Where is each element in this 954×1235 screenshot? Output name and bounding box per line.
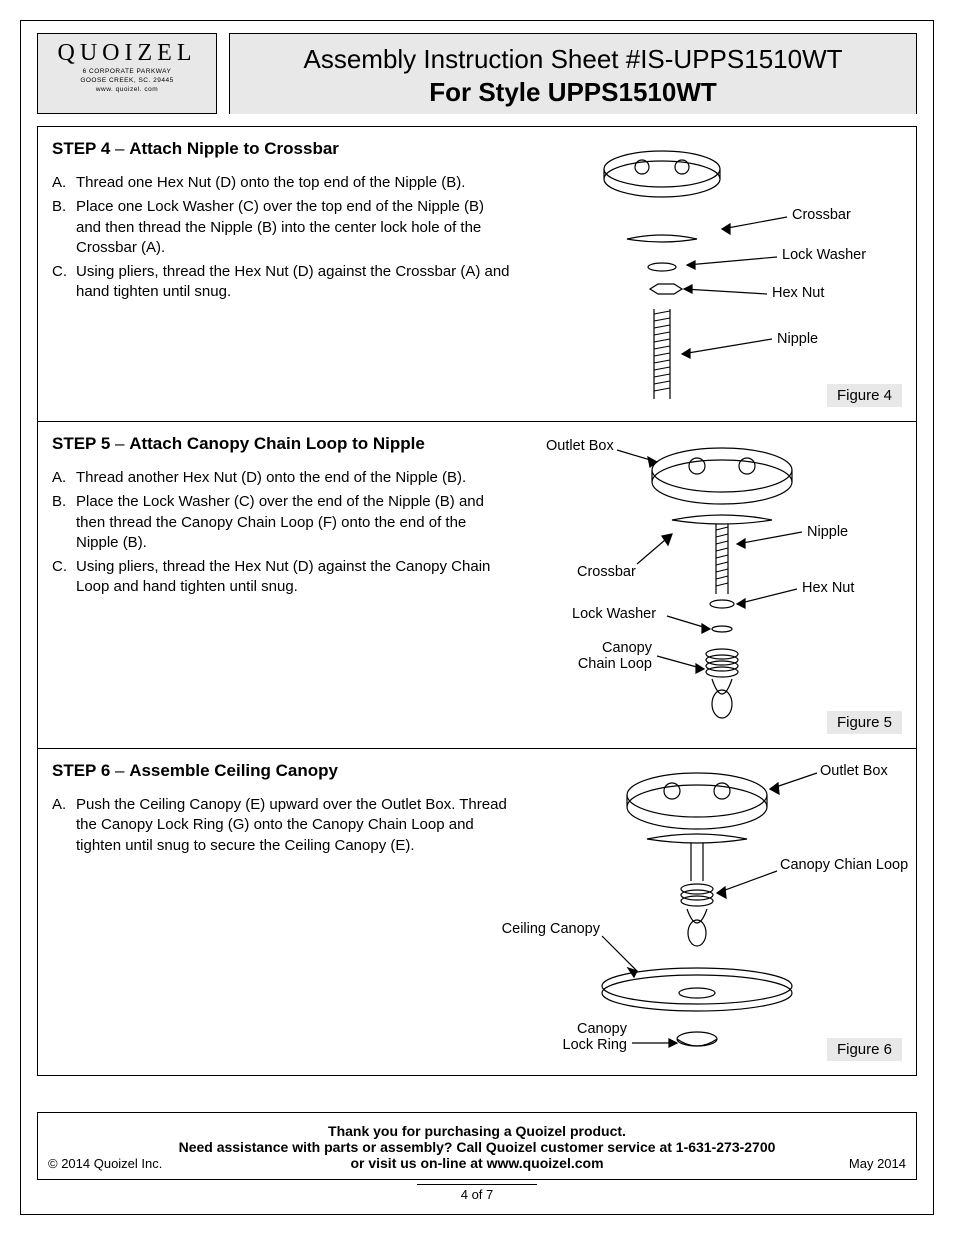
step-5-prefix: STEP 5 [52,434,110,453]
item-text: Push the Ceiling Canopy (E) upward over … [76,795,512,856]
item-text: Place one Lock Washer (C) over the top e… [76,197,512,258]
step-4-figure: Crossbar Lock Washer Hex Nut Nipple Figu… [522,139,902,407]
logo-addr-2: GOOSE CREEK, SC. 29445 [52,77,202,85]
figure-6-svg [522,761,902,1061]
logo-addr-3: www. quoizel. com [52,86,202,94]
title-line-1: Assembly Instruction Sheet #IS-UPPS1510W… [238,44,908,75]
header-row: QUOIZEL 6 CORPORATE PARKWAY GOOSE CREEK,… [21,21,933,114]
footer-box: Thank you for purchasing a Quoizel produ… [37,1112,917,1180]
step-5: STEP 5 – Attach Canopy Chain Loop to Nip… [38,422,916,749]
footer-copyright: © 2014 Quoizel Inc. [48,1156,162,1171]
callout-canopy-1: Canopy [582,640,652,656]
marker: A. [52,173,76,193]
figure-6-label: Figure 6 [827,1038,902,1061]
step-4-prefix: STEP 4 [52,139,110,158]
title-box: Assembly Instruction Sheet #IS-UPPS1510W… [229,33,917,114]
figure-4-label: Figure 4 [827,384,902,407]
steps-container: STEP 4 – Attach Nipple to Crossbar A.Thr… [37,126,917,1076]
step-6-text: STEP 6 – Assemble Ceiling Canopy A.Push … [52,761,512,1061]
list-item: C.Using pliers, thread the Hex Nut (D) a… [52,557,512,598]
item-text: Thread one Hex Nut (D) onto the top end … [76,173,465,193]
footer-thanks: Thank you for purchasing a Quoizel produ… [52,1123,902,1139]
step-4: STEP 4 – Attach Nipple to Crossbar A.Thr… [38,127,916,422]
dash: – [115,139,129,158]
callout-lockwasher: Lock Washer [782,247,866,263]
list-item: C.Using pliers, thread the Hex Nut (D) a… [52,262,512,303]
list-item: A.Thread another Hex Nut (D) onto the en… [52,468,512,488]
marker: A. [52,795,76,856]
logo-addr-1: 6 CORPORATE PARKWAY [52,68,202,76]
dash: – [115,434,129,453]
step-4-title: Attach Nipple to Crossbar [129,139,339,158]
dash: – [115,761,129,780]
step-6-figure: Outlet Box Canopy Chian Loop Ceiling Can… [522,761,902,1061]
callout-canopy-2: Chain Loop [572,656,652,672]
step-5-title: Attach Canopy Chain Loop to Nipple [129,434,425,453]
list-item: B.Place the Lock Washer (C) over the end… [52,492,512,553]
item-text: Using pliers, thread the Hex Nut (D) aga… [76,262,512,303]
callout-hexnut: Hex Nut [772,285,824,301]
callout-outletbox: Outlet Box [820,763,888,779]
marker: A. [52,468,76,488]
logo-brand: QUOIZEL [52,40,202,67]
callout-nipple: Nipple [807,524,848,540]
item-text: Place the Lock Washer (C) over the end o… [76,492,512,553]
step-4-heading: STEP 4 – Attach Nipple to Crossbar [52,139,512,159]
page-number: 4 of 7 [417,1184,537,1202]
logo-box: QUOIZEL 6 CORPORATE PARKWAY GOOSE CREEK,… [37,33,217,114]
callout-outletbox: Outlet Box [546,438,614,454]
callout-hexnut: Hex Nut [802,580,854,596]
step-5-list: A.Thread another Hex Nut (D) onto the en… [52,468,512,598]
step-5-figure: Outlet Box Nipple Crossbar Hex Nut Lock … [522,434,902,734]
step-5-heading: STEP 5 – Attach Canopy Chain Loop to Nip… [52,434,512,454]
page: QUOIZEL 6 CORPORATE PARKWAY GOOSE CREEK,… [20,20,934,1215]
step-5-text: STEP 5 – Attach Canopy Chain Loop to Nip… [52,434,512,734]
step-6-list: A.Push the Ceiling Canopy (E) upward ove… [52,795,512,856]
callout-nipple: Nipple [777,331,818,347]
list-item: B.Place one Lock Washer (C) over the top… [52,197,512,258]
step-6-heading: STEP 6 – Assemble Ceiling Canopy [52,761,512,781]
callout-lockring-1: Canopy [557,1021,627,1037]
marker: B. [52,492,76,553]
list-item: A.Thread one Hex Nut (D) onto the top en… [52,173,512,193]
callout-canopychainloop: Canopy Chian Loop [780,857,908,873]
step-6-prefix: STEP 6 [52,761,110,780]
footer-assist: Need assistance with parts or assembly? … [52,1139,902,1155]
step-4-list: A.Thread one Hex Nut (D) onto the top en… [52,173,512,303]
footer-visit: or visit us on-line at www.quoizel.com [52,1155,902,1171]
callout-lockwasher: Lock Washer [572,606,656,622]
figure-4-svg [522,139,902,407]
marker: C. [52,262,76,303]
step-4-text: STEP 4 – Attach Nipple to Crossbar A.Thr… [52,139,512,407]
item-text: Thread another Hex Nut (D) onto the end … [76,468,466,488]
callout-crossbar: Crossbar [792,207,851,223]
item-text: Using pliers, thread the Hex Nut (D) aga… [76,557,512,598]
figure-5-label: Figure 5 [827,711,902,734]
footer-date: May 2014 [849,1156,906,1171]
marker: B. [52,197,76,258]
callout-crossbar: Crossbar [577,564,636,580]
callout-ceilingcanopy: Ceiling Canopy [492,921,600,937]
title-line-2: For Style UPPS1510WT [238,77,908,108]
step-6-title: Assemble Ceiling Canopy [129,761,338,780]
callout-lockring-2: Lock Ring [552,1037,627,1053]
list-item: A.Push the Ceiling Canopy (E) upward ove… [52,795,512,856]
step-6: STEP 6 – Assemble Ceiling Canopy A.Push … [38,749,916,1075]
marker: C. [52,557,76,598]
